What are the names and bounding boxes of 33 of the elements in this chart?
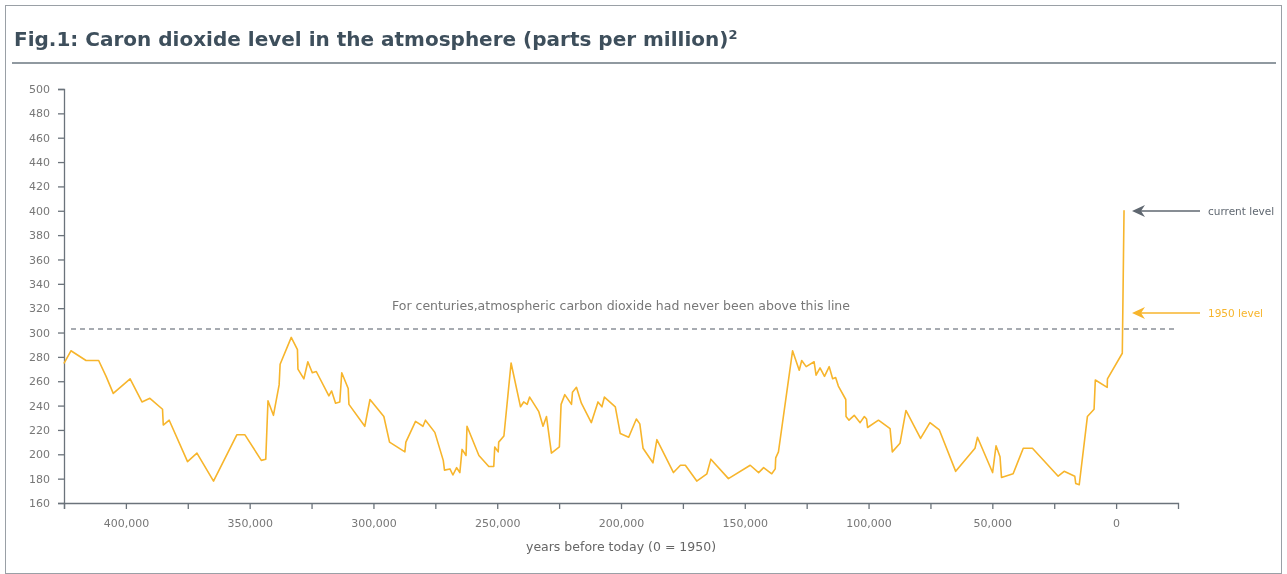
y-tick-label: 480: [29, 107, 50, 121]
text: current level: [1208, 205, 1275, 217]
x-tick-label: 300,000: [351, 516, 397, 530]
y-tick-label: 280: [29, 350, 50, 364]
x-tick-label: 350,000: [227, 516, 273, 530]
y-tick-label: 360: [29, 253, 50, 267]
x-tick-label: 200,000: [598, 516, 645, 530]
y-tick-label: 180: [29, 472, 50, 486]
chart-title: Fig.1: Caron dioxide level in the atmosphere (parts per million)$^{2}$: [14, 26, 738, 51]
y-tick-label: 400: [29, 204, 50, 218]
y-tick-label: 220: [29, 423, 50, 437]
x-tick-label: 50,000: [973, 516, 1013, 530]
x-axis-title: years before today (0 = 1950): [525, 539, 717, 554]
y-tick-label: 440: [29, 156, 50, 170]
y-tick-label: 500: [29, 83, 50, 97]
x-tick-label: 250,000: [474, 516, 521, 530]
y-tick-label: 200: [29, 448, 50, 462]
y-tick-label: 420: [29, 180, 50, 194]
x-tick-label: 100,000: [846, 516, 892, 530]
y-tick-label: 380: [29, 229, 50, 243]
text: 1950 level: [1208, 307, 1264, 319]
y-tick-label: 320: [29, 302, 50, 316]
x-tick-label: 150,000: [722, 516, 769, 530]
x-tick-label: 0: [1113, 516, 1121, 530]
ref-line-label: For centuries,atmospheric carbon dioxide had never been above this line: [392, 297, 851, 313]
y-tick-label: 460: [29, 131, 50, 145]
line-series: [63, 209, 1125, 486]
y-tick-label: 260: [29, 375, 50, 389]
y-tick-label: 160: [29, 497, 50, 511]
y-tick-label: 240: [29, 399, 50, 413]
y-tick-label: 300: [29, 326, 50, 340]
y-tick-label: 340: [29, 277, 50, 291]
x-tick-label: 400,000: [103, 516, 150, 530]
